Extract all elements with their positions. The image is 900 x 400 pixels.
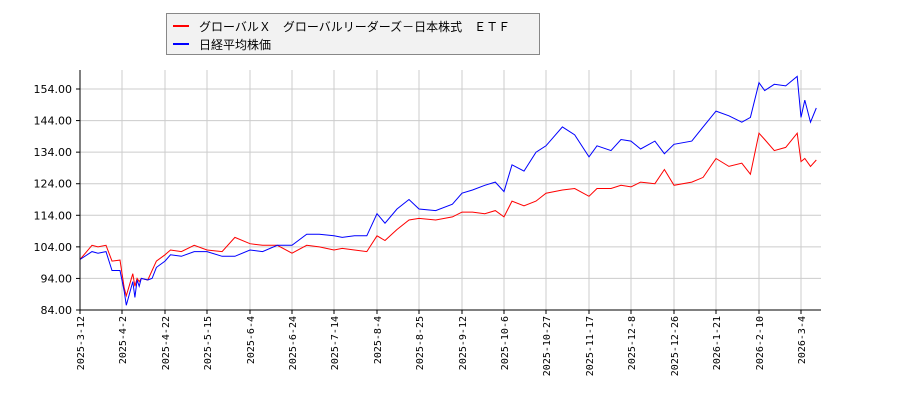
y-tick-label: 94.00 — [41, 272, 73, 285]
x-tick-label: 2025-3-12 — [76, 316, 87, 370]
x-tick-label: 2026-2-10 — [755, 316, 766, 370]
x-tick-label: 2025-6-24 — [288, 316, 299, 370]
x-tick-label: 2025-7-14 — [330, 316, 341, 370]
x-tick-label: 2025-4-22 — [161, 316, 172, 370]
y-tick-label: 144.00 — [34, 115, 73, 128]
y-tick-label: 84.00 — [41, 304, 73, 317]
x-tick-label: 2025-12-8 — [627, 316, 638, 370]
legend-label-nikkei: 日経平均株価 — [199, 37, 272, 52]
x-tick-label: 2025-8-4 — [373, 316, 384, 364]
x-tick-label: 2026-3-4 — [797, 316, 808, 364]
legend-label-etf: グローバルＸ グローバルリーダーズ－日本株式 ＥＴＦ — [199, 19, 511, 34]
y-tick-label: 124.00 — [34, 178, 73, 191]
y-tick-label: 154.00 — [34, 83, 73, 96]
etf-line — [79, 131, 817, 298]
x-tick-label: 2025-12-26 — [670, 316, 681, 376]
x-tick-label: 2026-1-21 — [712, 316, 723, 370]
legend-item-nikkei: 日経平均株価 — [173, 36, 271, 52]
nikkei-line — [79, 75, 817, 306]
x-axis-ticks: 2025-3-12 2025-4-2 2025-4-22 2025-5-15 2025-… — [76, 310, 808, 376]
x-tick-label: 2025-6-4 — [246, 316, 257, 364]
chart-legend: グローバルＸ グローバルリーダーズ－日本株式 ＥＴＦ 日経平均株価 — [166, 13, 540, 55]
x-tick-label: 2025-4-2 — [118, 316, 129, 364]
y-tick-label: 104.00 — [34, 241, 73, 254]
gridlines — [80, 70, 821, 310]
x-tick-label: 2025-11-17 — [585, 316, 596, 376]
legend-item-etf: グローバルＸ グローバルリーダーズ－日本株式 ＥＴＦ — [173, 18, 510, 34]
y-tick-label: 134.00 — [34, 146, 73, 159]
x-tick-label: 2025-10-6 — [500, 316, 511, 370]
y-tick-label: 114.00 — [34, 209, 73, 222]
series-lines — [79, 75, 817, 306]
axes — [79, 70, 821, 311]
y-axis-ticks: 84.00 94.00 104.00 114.00 124.00 134.00 144.00… — [34, 83, 80, 317]
x-tick-label: 2025-10-27 — [542, 316, 553, 376]
x-tick-label: 2025-8-25 — [415, 316, 426, 370]
legend-swatch-blue — [173, 43, 189, 45]
x-tick-label: 2025-5-15 — [203, 316, 214, 370]
x-tick-label: 2025-9-12 — [458, 316, 469, 370]
legend-swatch-red — [173, 25, 189, 27]
